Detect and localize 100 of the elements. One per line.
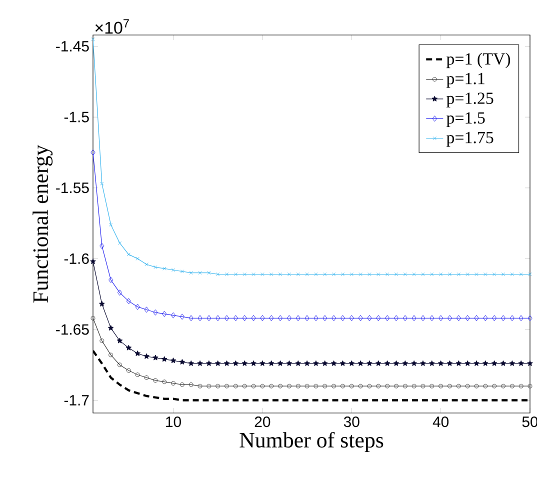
point	[126, 252, 130, 256]
point	[260, 360, 266, 366]
point	[367, 315, 372, 322]
point	[420, 360, 426, 366]
point	[421, 272, 425, 276]
point	[179, 358, 186, 365]
point	[465, 384, 470, 388]
point	[108, 352, 114, 358]
point	[358, 384, 363, 388]
point	[474, 315, 479, 322]
point	[376, 315, 381, 322]
point	[207, 271, 211, 275]
point	[90, 149, 96, 156]
point	[206, 360, 212, 366]
point	[162, 266, 166, 270]
point	[170, 358, 176, 364]
point	[189, 271, 193, 275]
point	[152, 354, 158, 360]
point	[188, 382, 194, 387]
point	[358, 315, 363, 322]
point	[402, 315, 408, 322]
point	[224, 315, 230, 322]
point	[214, 360, 221, 366]
point	[322, 315, 328, 322]
point	[144, 353, 150, 359]
point	[438, 315, 444, 322]
point	[252, 272, 256, 276]
point	[332, 384, 336, 388]
point	[386, 272, 390, 276]
point	[198, 384, 202, 388]
x-tick-label: 40	[432, 416, 449, 428]
point	[367, 384, 372, 388]
point	[198, 315, 202, 322]
point	[242, 384, 247, 388]
point	[430, 384, 434, 388]
point	[232, 360, 239, 366]
point	[117, 290, 122, 296]
point	[420, 384, 426, 388]
point	[368, 272, 372, 276]
point	[447, 315, 452, 322]
point	[375, 360, 382, 366]
point	[403, 272, 407, 276]
point	[483, 315, 488, 322]
point	[322, 360, 328, 366]
point	[224, 360, 230, 366]
point	[304, 315, 310, 322]
point	[402, 384, 408, 388]
point	[491, 360, 498, 366]
point	[269, 384, 274, 388]
legend-label: p=1 (TV)	[446, 52, 510, 68]
point	[242, 315, 247, 322]
point	[349, 384, 354, 388]
point	[438, 384, 444, 388]
point	[180, 382, 184, 387]
point	[492, 315, 497, 322]
point	[90, 258, 96, 264]
y-tick-label: -1.6	[64, 253, 89, 264]
point	[100, 182, 104, 186]
point	[412, 315, 416, 322]
point	[456, 384, 461, 388]
point	[134, 350, 140, 356]
point	[385, 384, 390, 388]
point	[153, 309, 158, 316]
point	[234, 272, 238, 276]
point	[304, 384, 310, 388]
point	[332, 272, 336, 276]
point	[251, 315, 256, 322]
point	[456, 315, 461, 322]
point	[456, 360, 462, 366]
y-axis-title: Functional energy	[32, 144, 53, 303]
point	[287, 272, 292, 276]
point	[466, 272, 470, 276]
point	[474, 360, 480, 366]
point	[314, 384, 318, 388]
point	[170, 312, 176, 318]
point	[402, 360, 408, 366]
point	[144, 306, 149, 313]
point	[100, 242, 104, 249]
point	[500, 360, 506, 366]
point	[260, 272, 264, 276]
point	[99, 300, 105, 306]
point	[296, 272, 300, 276]
point	[330, 360, 337, 366]
point	[270, 272, 274, 276]
point	[109, 222, 113, 227]
point	[260, 315, 265, 322]
point	[510, 272, 514, 276]
point	[349, 315, 354, 322]
point	[519, 272, 523, 276]
point	[250, 360, 256, 366]
point	[518, 384, 524, 388]
y-tick-label: -1.45	[56, 41, 89, 52]
point	[242, 272, 246, 276]
point	[482, 360, 488, 366]
point	[492, 384, 497, 388]
x-tick-label: 20	[254, 416, 270, 428]
point	[366, 360, 372, 366]
point	[171, 268, 176, 272]
point	[358, 360, 364, 366]
point	[206, 384, 212, 388]
